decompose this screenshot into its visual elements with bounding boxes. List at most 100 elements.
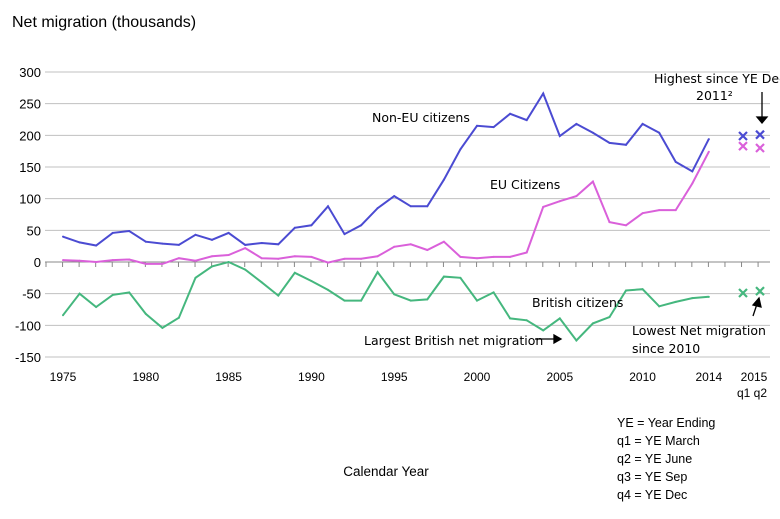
- x-tick-label: 1990: [298, 370, 325, 384]
- data-point: [509, 317, 512, 320]
- quarter-marker: [738, 141, 748, 151]
- data-point: [608, 221, 611, 224]
- data-point: [194, 233, 197, 236]
- data-point: [177, 316, 180, 319]
- data-point: [177, 257, 180, 260]
- label-non-eu: Non-EU citizens: [372, 110, 470, 125]
- data-point: [260, 242, 263, 244]
- data-point: [293, 271, 296, 274]
- data-point: [476, 257, 478, 260]
- data-point: [658, 131, 661, 134]
- data-point: [326, 205, 329, 208]
- data-point: [244, 247, 247, 250]
- data-point: [591, 322, 594, 325]
- data-point: [78, 292, 81, 295]
- x-tick-label: 1985: [215, 370, 242, 384]
- data-point: [144, 240, 147, 243]
- data-point: [525, 119, 528, 122]
- data-point: [310, 224, 313, 227]
- legend-note: q4 = YE Dec: [617, 488, 687, 502]
- data-point: [277, 243, 280, 246]
- data-point: [691, 182, 694, 185]
- data-point: [95, 305, 98, 308]
- x-tick-label: 2014: [695, 370, 722, 384]
- y-tick-label: 100: [19, 192, 41, 207]
- data-point: [476, 299, 478, 302]
- data-point: [558, 317, 561, 320]
- series-line-2: [62, 260, 709, 343]
- annotation-highest-2: 2011²: [696, 88, 733, 103]
- data-point: [393, 245, 396, 248]
- data-point: [674, 300, 677, 303]
- x-tick-label: 1975: [50, 370, 77, 384]
- data-point: [558, 134, 561, 137]
- data-point: [426, 248, 429, 251]
- data-point: [128, 229, 131, 232]
- data-point: [591, 180, 594, 183]
- data-point: [128, 258, 131, 261]
- data-point: [625, 224, 628, 227]
- data-point: [177, 243, 180, 246]
- data-point: [658, 209, 661, 212]
- data-point: [111, 231, 114, 234]
- data-point: [575, 339, 578, 342]
- x-tick-label: 2000: [464, 370, 491, 384]
- y-tick-label: 200: [19, 128, 41, 143]
- data-point: [591, 131, 594, 134]
- data-point: [194, 276, 197, 279]
- data-point: [409, 205, 412, 208]
- data-point: [674, 160, 677, 163]
- x-tick-label: 1995: [381, 370, 408, 384]
- data-point: [227, 254, 230, 257]
- data-point: [459, 276, 462, 279]
- annotation-largest-british: Largest British net migration: [364, 333, 543, 348]
- annotation-highest: Highest since YE Dec: [654, 71, 780, 86]
- series-line-1: [62, 151, 710, 265]
- y-tick-label: 300: [19, 65, 41, 80]
- data-point: [641, 212, 644, 215]
- data-point: [62, 314, 64, 317]
- arrow-largest-head: [553, 333, 563, 345]
- data-point: [360, 224, 363, 227]
- y-tick-label: -50: [22, 287, 41, 302]
- data-point: [426, 205, 429, 208]
- data-point: [608, 141, 611, 144]
- data-point: [144, 312, 147, 315]
- data-point: [360, 299, 363, 302]
- x-tick-label: 2005: [546, 370, 573, 384]
- data-point: [310, 255, 313, 258]
- data-point: [260, 281, 263, 284]
- data-point: [691, 297, 694, 300]
- data-point: [509, 255, 512, 258]
- data-point: [227, 231, 230, 234]
- data-point: [442, 275, 445, 278]
- annotation-lowest: Lowest Net migration: [632, 323, 766, 338]
- label-eu: EU Citizens: [490, 177, 560, 192]
- data-point: [426, 298, 429, 301]
- data-point: [326, 288, 329, 291]
- data-point: [144, 262, 147, 265]
- data-point: [625, 143, 628, 146]
- data-point: [575, 122, 578, 125]
- data-point: [244, 268, 247, 271]
- label-british: British citizens: [532, 295, 623, 310]
- data-point: [459, 148, 462, 151]
- data-point: [194, 259, 197, 262]
- data-point: [293, 255, 296, 258]
- data-point: [492, 126, 495, 129]
- y-tick-label: 250: [19, 97, 41, 112]
- data-point: [360, 257, 363, 260]
- data-point: [707, 150, 710, 153]
- data-point: [95, 244, 98, 247]
- data-point: [658, 305, 661, 308]
- data-point: [542, 205, 545, 208]
- data-point: [244, 243, 247, 246]
- quarter-marker: [738, 131, 748, 141]
- data-point: [575, 195, 578, 198]
- data-point: [227, 261, 230, 263]
- data-point: [62, 259, 64, 262]
- data-point: [393, 293, 396, 296]
- data-point: [343, 257, 346, 260]
- data-point: [376, 207, 379, 210]
